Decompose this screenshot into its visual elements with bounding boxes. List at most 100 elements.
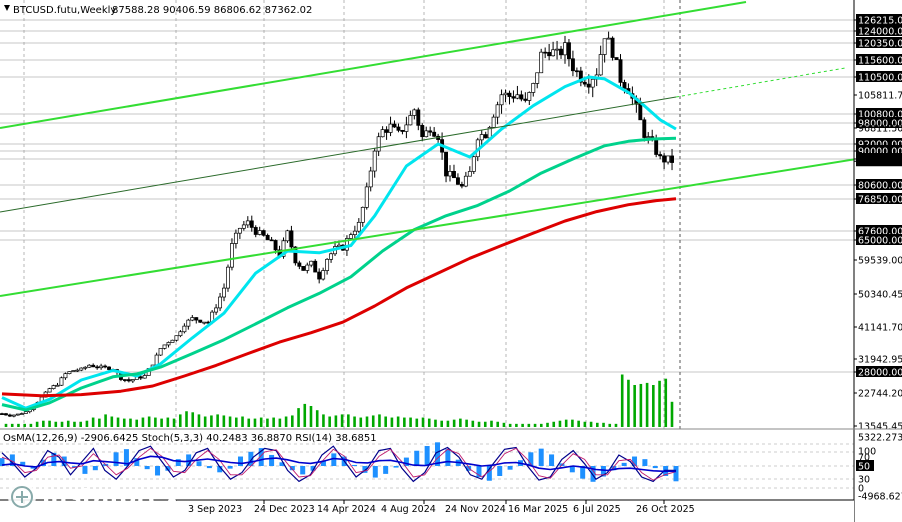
volume-bar bbox=[527, 423, 531, 427]
time-label: 6 Jul 2025 bbox=[573, 504, 621, 515]
oscillator-lines bbox=[1, 445, 677, 483]
candle-body bbox=[356, 221, 361, 232]
price-label-box bbox=[856, 145, 902, 156]
candle-body bbox=[95, 366, 100, 369]
candle-body bbox=[51, 385, 56, 389]
candle-body bbox=[463, 175, 468, 187]
candle-body bbox=[103, 365, 108, 368]
osc-line-1 bbox=[1, 445, 676, 483]
candle-body bbox=[130, 379, 135, 382]
osc-line-3 bbox=[1, 455, 676, 473]
candle-body bbox=[574, 70, 579, 73]
candle-body bbox=[412, 109, 417, 116]
volume-bar bbox=[4, 423, 8, 427]
candle-body bbox=[416, 109, 421, 126]
candle-body bbox=[479, 134, 484, 141]
price-label: 115600.00 bbox=[858, 56, 902, 67]
candle-body bbox=[404, 124, 409, 132]
symbol-label: BTCUSD.futu,Weekly bbox=[13, 5, 116, 16]
candle-body bbox=[233, 232, 238, 244]
osma-bar bbox=[113, 452, 119, 466]
candle-body bbox=[269, 239, 274, 242]
volume-bar bbox=[334, 415, 338, 427]
osma-bar bbox=[414, 450, 420, 466]
osma-bar bbox=[20, 461, 26, 466]
volume-bar bbox=[278, 418, 282, 427]
osma-bar bbox=[186, 454, 192, 466]
volume-bar bbox=[521, 423, 524, 427]
time-axis-bg bbox=[0, 500, 854, 522]
volume-bar bbox=[627, 379, 630, 427]
candle-body bbox=[202, 321, 207, 324]
volume-bar bbox=[465, 419, 468, 427]
osma-bar bbox=[237, 456, 243, 466]
price-label: 31942.95 bbox=[858, 355, 902, 366]
volume-bar bbox=[371, 415, 375, 427]
volume-bar bbox=[508, 423, 512, 427]
volume-bar bbox=[85, 420, 89, 427]
osma-bar bbox=[269, 454, 275, 466]
candle-body bbox=[570, 58, 575, 72]
osma-bar bbox=[175, 459, 181, 466]
candle-body bbox=[301, 266, 306, 271]
candle-body bbox=[19, 413, 24, 415]
osma-bar bbox=[134, 458, 140, 466]
osc-label: 5322.2737 bbox=[858, 433, 902, 444]
volume-bar bbox=[135, 419, 139, 427]
candle-body bbox=[495, 104, 500, 118]
candle-body bbox=[511, 96, 516, 99]
volume-bar bbox=[203, 416, 207, 427]
candle-body bbox=[602, 38, 607, 55]
osma-bar bbox=[300, 466, 306, 475]
osc-label: 50 bbox=[858, 462, 870, 473]
volume-bar bbox=[421, 417, 425, 427]
volume-bar bbox=[191, 412, 195, 427]
volume-bar bbox=[60, 421, 64, 427]
volume-bar bbox=[589, 421, 593, 427]
candle-body bbox=[582, 81, 587, 85]
volume-bar bbox=[365, 416, 369, 427]
osc-label: 100 bbox=[858, 447, 876, 458]
candle-body bbox=[388, 123, 393, 133]
candle-body bbox=[99, 365, 104, 369]
osc-axis-bg bbox=[855, 430, 902, 522]
candle-body bbox=[4, 413, 8, 416]
price-plot bbox=[0, 0, 901, 500]
candle-body bbox=[154, 354, 159, 366]
osma-bar bbox=[590, 466, 596, 482]
candle-body bbox=[178, 331, 183, 337]
osma-bar bbox=[652, 466, 658, 469]
candle-body bbox=[79, 367, 84, 371]
osma-bar bbox=[144, 466, 150, 470]
candle-body bbox=[499, 94, 504, 106]
candle-body bbox=[55, 384, 60, 387]
candle-body bbox=[337, 244, 341, 247]
candle-body bbox=[578, 70, 583, 83]
price-label: 90000.00 bbox=[858, 147, 902, 158]
candle-body bbox=[289, 230, 294, 248]
candle-body bbox=[329, 253, 334, 260]
candle-body bbox=[91, 364, 96, 368]
volume-bar bbox=[253, 418, 257, 427]
candle-body bbox=[559, 48, 563, 56]
candle-body bbox=[107, 366, 111, 370]
candle-body bbox=[646, 136, 651, 138]
candle-body bbox=[448, 170, 452, 177]
volume-bar bbox=[48, 420, 51, 427]
price-label: 96811.50 bbox=[858, 124, 902, 135]
candle-body bbox=[281, 240, 286, 257]
volume-bar bbox=[409, 417, 412, 427]
volume-bar bbox=[539, 423, 543, 427]
osma-bar bbox=[92, 466, 98, 471]
volume-bar bbox=[110, 416, 114, 427]
price-label: 13545.45 bbox=[858, 422, 902, 433]
candle-body bbox=[408, 115, 413, 126]
osma-bar bbox=[82, 466, 88, 474]
volume-bar bbox=[664, 378, 668, 427]
candle-body bbox=[563, 42, 567, 56]
candle-body bbox=[614, 57, 619, 60]
candle-body bbox=[503, 92, 508, 96]
price-label: 124000.00 bbox=[858, 27, 902, 38]
candle-body bbox=[325, 258, 330, 271]
